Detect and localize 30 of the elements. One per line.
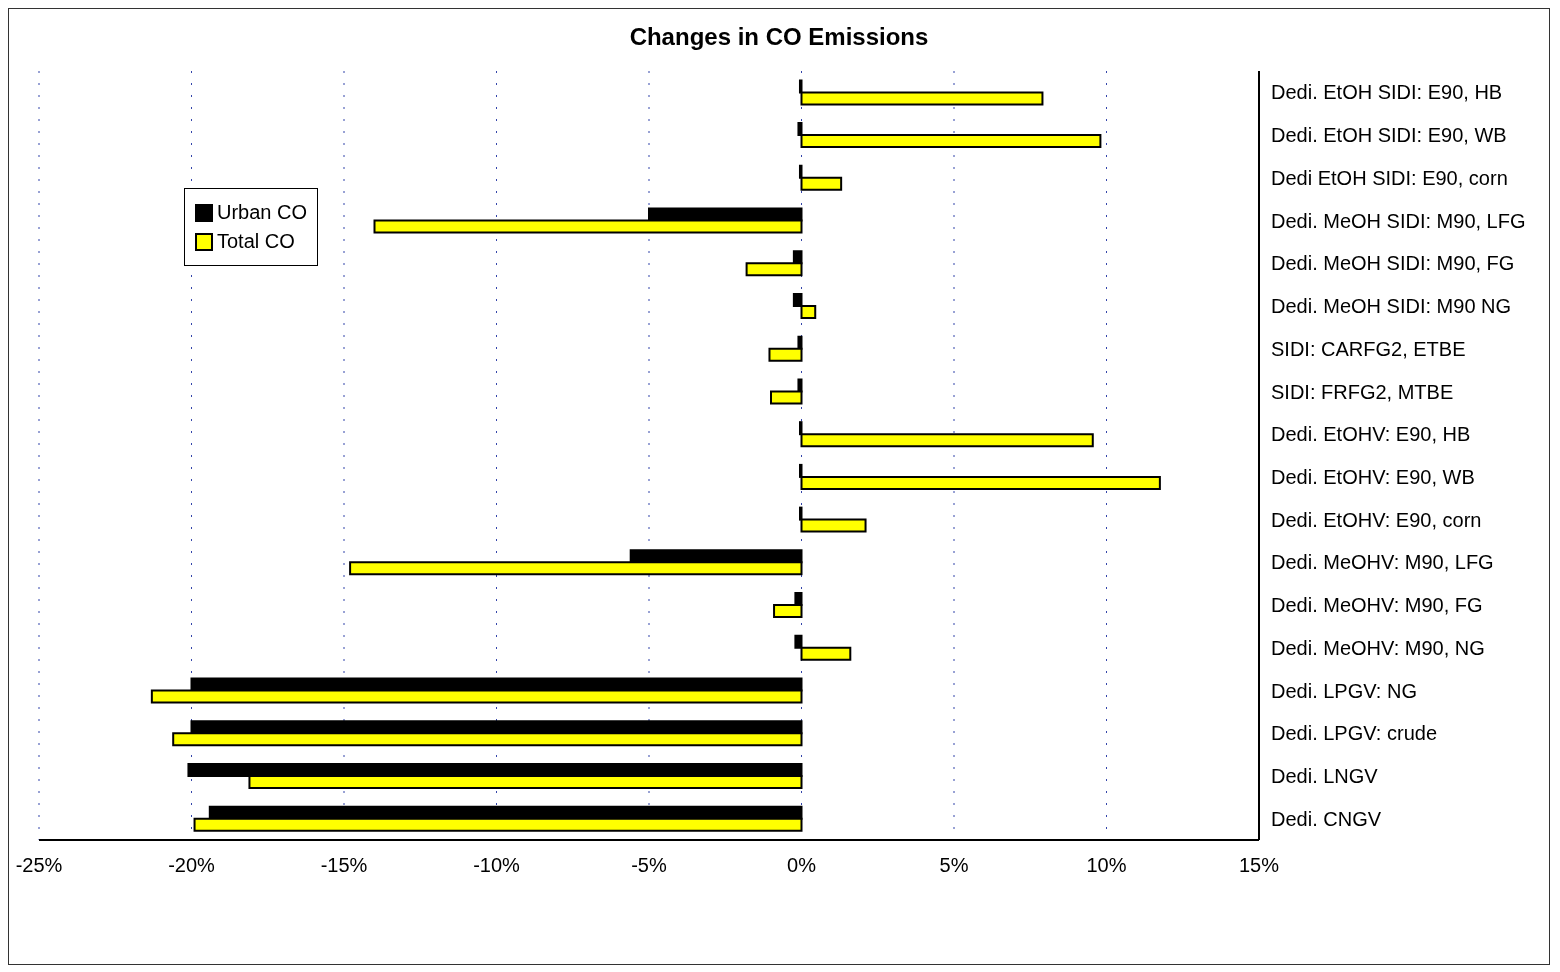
x-tick-label: 5% xyxy=(939,854,969,877)
x-tick-label: -5% xyxy=(631,854,667,877)
y-tick-label: SIDI: FRFG2, MTBE xyxy=(1271,380,1454,403)
x-tick-label: -20% xyxy=(168,854,216,877)
x-tick-label: -10% xyxy=(473,854,521,877)
y-tick-label: Dedi. EtOHV: E90, WB xyxy=(1271,465,1475,488)
x-tick-label: -25% xyxy=(15,854,63,877)
x-tick-label: 10% xyxy=(1086,854,1127,877)
chart-title: Changes in CO Emissions xyxy=(628,22,930,52)
y-tick-label: Dedi. LNGV xyxy=(1271,765,1379,788)
y-tick-label: Dedi. MeOH SIDI: M90, LFG xyxy=(1271,209,1526,232)
y-tick-label: Dedi. MeOH SIDI: M90 NG xyxy=(1271,295,1512,318)
y-tick-label: Dedi. EtOHV: E90, HB xyxy=(1271,423,1471,446)
x-tick-label: 15% xyxy=(1238,854,1280,877)
y-tick-label: Dedi. LPGV: crude xyxy=(1271,722,1438,745)
x-tick-label: -15% xyxy=(320,854,368,877)
y-tick-label: Dedi EtOH SIDI: E90, corn xyxy=(1271,166,1508,189)
y-tick-label: Dedi. MeOHV: M90, NG xyxy=(1271,636,1485,659)
y-tick-label: Dedi. CNGV xyxy=(1271,807,1382,830)
y-tick-label: SIDI: CARFG2, ETBE xyxy=(1271,337,1466,360)
legend-label: Urban CO xyxy=(217,201,308,224)
y-tick-label: Dedi. MeOHV: M90, FG xyxy=(1271,594,1483,617)
y-tick-label: Dedi. EtOH SIDI: E90, HB xyxy=(1271,81,1503,104)
y-tick-label: Dedi. MeOHV: M90, LFG xyxy=(1271,551,1494,574)
legend-label: Total CO xyxy=(217,230,295,253)
y-tick-label: Dedi. MeOH SIDI: M90, FG xyxy=(1271,252,1515,275)
y-tick-label: Dedi. EtOH SIDI: E90, WB xyxy=(1271,124,1507,147)
x-tick-label: 0% xyxy=(787,854,817,877)
y-tick-label: Dedi. EtOHV: E90, corn xyxy=(1271,508,1482,531)
y-tick-label: Dedi. LPGV: NG xyxy=(1271,679,1417,702)
